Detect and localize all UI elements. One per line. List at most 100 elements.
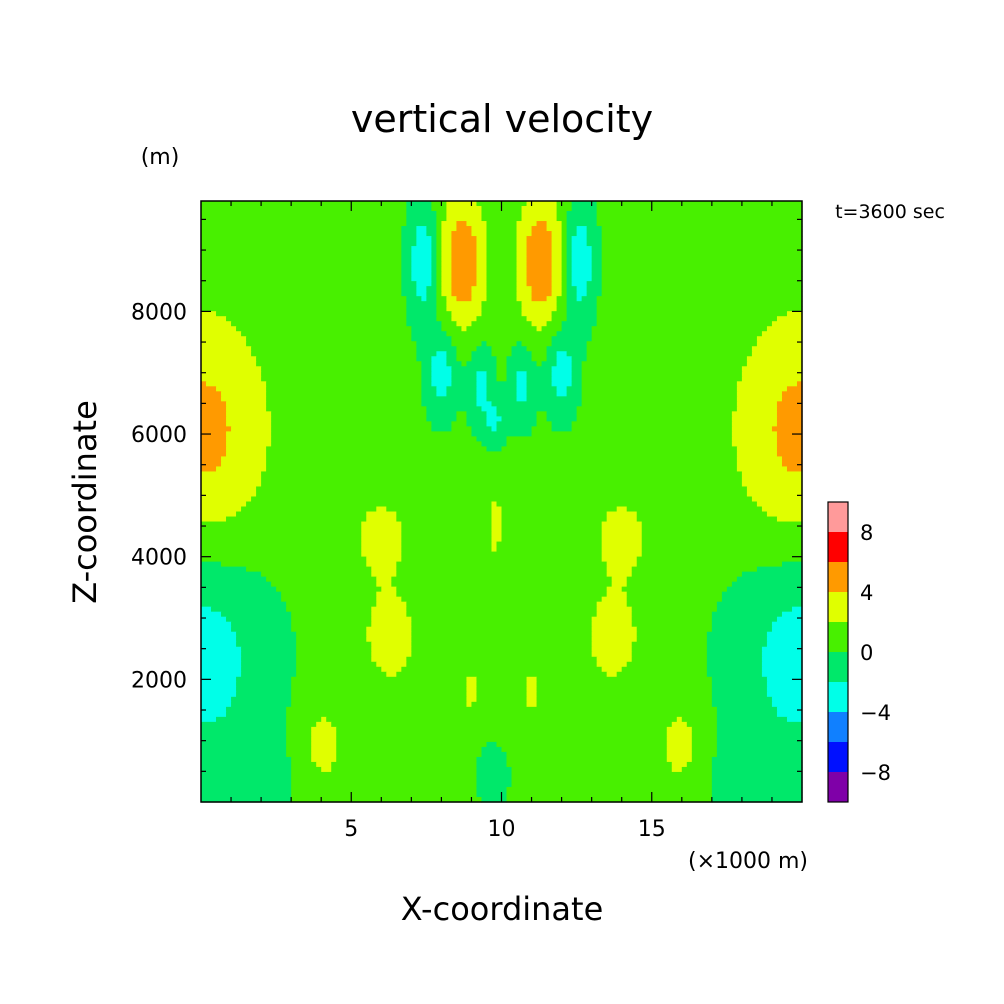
contour-cell <box>496 366 508 372</box>
contour-cell <box>596 321 773 327</box>
contour-cell <box>471 321 533 327</box>
contour-cell <box>546 346 588 352</box>
contour-cell <box>411 621 593 628</box>
contour-cell <box>506 366 553 372</box>
contour-cell <box>686 761 713 768</box>
contour-cell <box>741 481 803 488</box>
contour-cell <box>416 226 427 232</box>
contour-cell <box>601 541 643 548</box>
contour-cell <box>471 351 493 357</box>
contour-cell <box>511 776 713 783</box>
contour-cell <box>476 676 528 683</box>
contour-cell <box>431 206 448 212</box>
contour-cell <box>226 441 272 448</box>
contour-cell <box>681 716 718 723</box>
contour-cell <box>746 356 803 362</box>
contour-cell <box>771 701 803 708</box>
contour-cell <box>236 676 292 683</box>
contour-cell <box>411 246 432 252</box>
contour-cell <box>581 361 748 367</box>
contour-cell <box>401 521 493 528</box>
contour-cell <box>226 401 267 407</box>
contour-cell <box>591 261 603 267</box>
contour-cell <box>596 656 633 663</box>
contour-cell <box>591 336 758 342</box>
contour-cell <box>491 521 503 528</box>
contour-cell <box>436 221 442 227</box>
contour-cell <box>496 406 578 412</box>
contour-cell <box>256 356 417 362</box>
contour-cell <box>416 346 458 352</box>
contour-cell <box>451 426 473 432</box>
contour-cell <box>406 306 437 312</box>
contour-cell <box>401 246 412 252</box>
contour-cell <box>481 341 488 347</box>
contour-cell <box>601 291 803 297</box>
contour-cell <box>776 401 803 407</box>
contour-cell <box>486 261 518 267</box>
contour-cell <box>201 756 292 763</box>
contour-cell <box>711 621 773 628</box>
contour-cell <box>691 726 718 733</box>
contour-cell <box>716 731 803 738</box>
contour-cell <box>436 276 442 282</box>
contour-cell <box>221 461 267 468</box>
contour-cell <box>546 321 563 327</box>
contour-cell <box>221 611 292 618</box>
contour-cell <box>376 576 392 583</box>
contour-cell <box>476 691 528 698</box>
contour-cell <box>566 386 583 392</box>
contour-cell <box>201 386 217 392</box>
contour-cell <box>201 576 267 583</box>
contour-cell <box>451 286 473 292</box>
contour-cell <box>231 701 292 708</box>
contour-cell <box>366 516 397 523</box>
contour-cell <box>201 676 237 683</box>
contour-cell <box>201 436 227 442</box>
contour-cell <box>291 791 478 798</box>
contour-cell <box>461 326 468 332</box>
contour-cell <box>711 676 768 683</box>
contour-cell <box>581 296 598 302</box>
contour-cell <box>416 356 432 362</box>
contour-cell <box>621 666 708 673</box>
contour-cell <box>256 491 748 498</box>
contour-cell <box>416 236 432 242</box>
contour-cell <box>416 341 453 347</box>
contour-cell <box>476 436 508 442</box>
contour-cell <box>616 671 708 678</box>
contour-cell <box>266 461 738 468</box>
contour-cell <box>476 696 528 703</box>
contour-cell <box>586 286 603 292</box>
contour-cell <box>561 266 568 272</box>
contour-cell <box>631 566 758 573</box>
contour-cell <box>766 326 803 332</box>
contour-cell <box>776 316 803 322</box>
contour-cell <box>721 591 803 598</box>
contour-cell <box>441 286 453 292</box>
contour-cell <box>436 291 442 297</box>
contour-cell <box>601 286 803 292</box>
contour-cell <box>596 311 788 317</box>
contour-cell <box>226 421 272 427</box>
contour-cell <box>551 286 563 292</box>
contour-cell <box>401 291 417 297</box>
contour-cell <box>581 371 743 377</box>
contour-cell <box>716 726 803 733</box>
contour-cell <box>776 431 803 437</box>
contour-cell <box>711 761 803 768</box>
contour-cell <box>551 371 573 377</box>
contour-cell <box>506 436 733 442</box>
contour-cell <box>566 221 598 227</box>
contour-cell <box>691 751 718 758</box>
contour-cell <box>201 421 227 427</box>
contour-cell <box>551 366 573 372</box>
contour-cell <box>566 301 598 307</box>
contour-cell <box>451 371 478 377</box>
contour-cell <box>526 391 558 397</box>
contour-cell <box>776 416 803 422</box>
contour-cell <box>536 361 543 367</box>
contour-cell <box>766 636 803 643</box>
contour-cell <box>561 221 568 227</box>
contour-cell <box>516 281 528 287</box>
